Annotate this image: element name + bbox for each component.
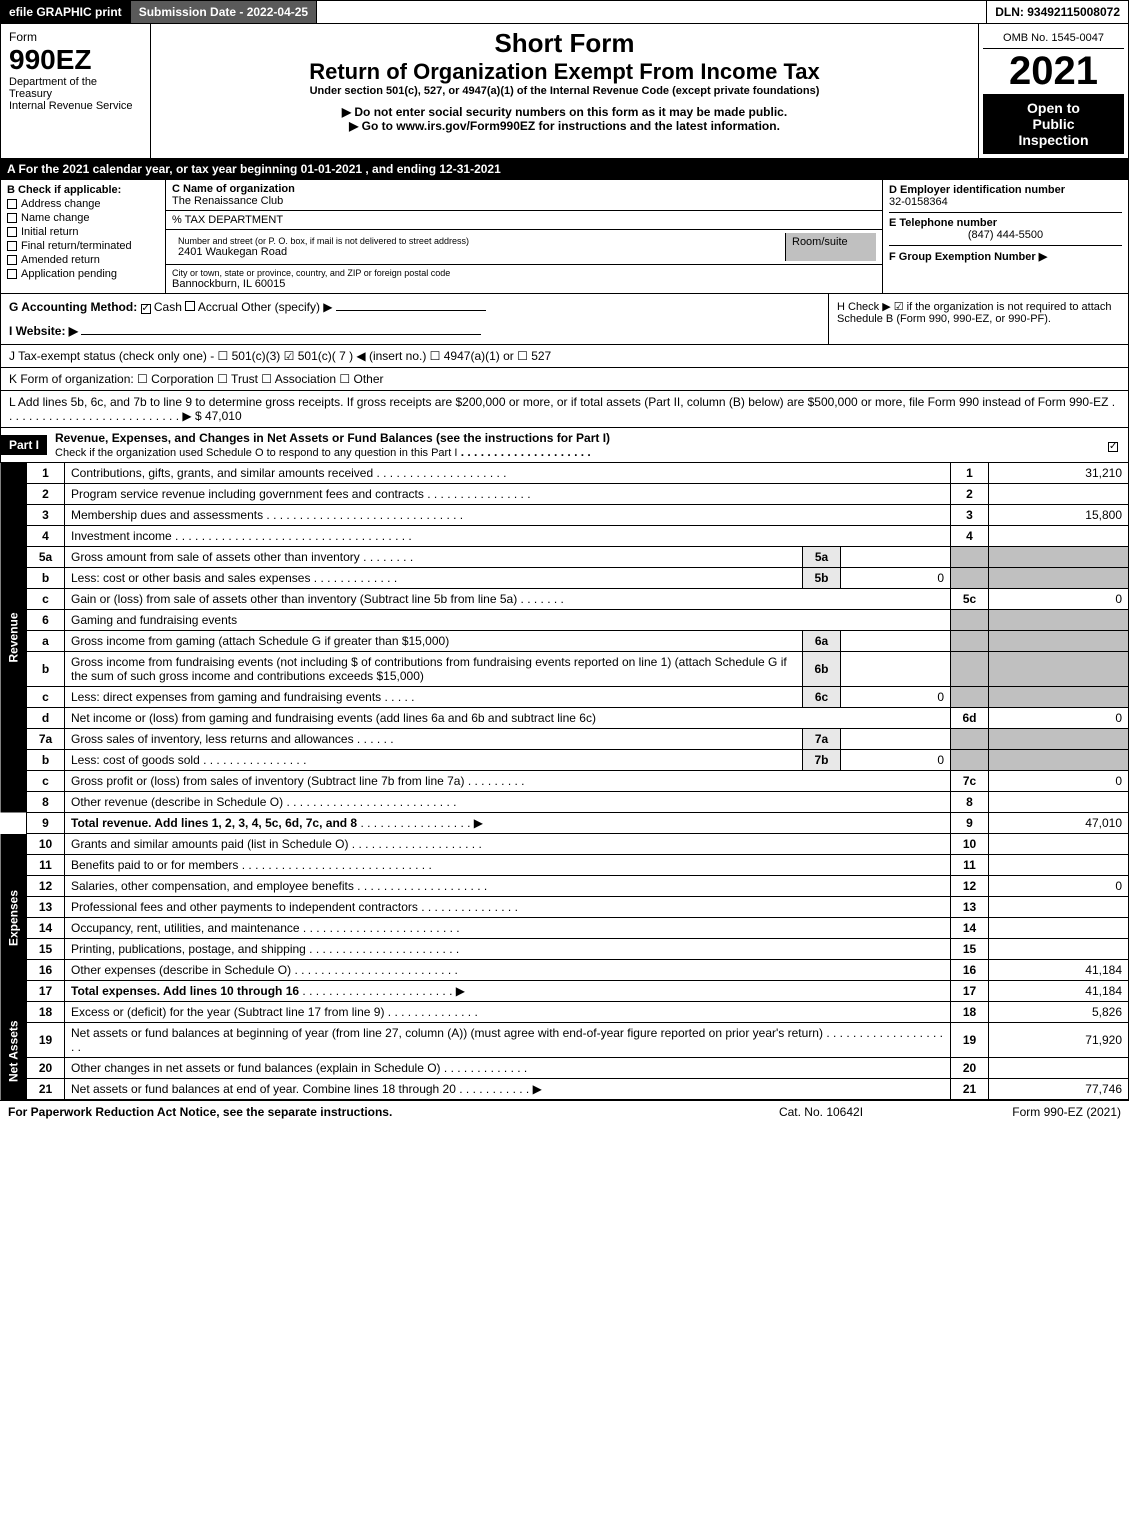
street-address: 2401 Waukegan Road [178,246,779,258]
street-label: Number and street (or P. O. box, if mail… [178,236,779,246]
tax-year: 2021 [983,49,1124,94]
line-7b-value: 0 [841,750,951,771]
row-g-h: G Accounting Method: Cash Accrual Other … [0,294,1129,345]
form-word: Form [9,30,142,44]
open-public-badge: Open to Public Inspection [983,94,1124,154]
line-3-value: 15,800 [989,505,1129,526]
side-revenue: Revenue [0,463,27,813]
accounting-method-label: G Accounting Method: [9,300,137,314]
part-1-label: Part I [1,435,47,455]
chk-final-return[interactable] [7,241,17,251]
row-h-schedule-b: H Check ▶ ☑ if the organization is not r… [828,294,1128,344]
form-number: 990EZ [9,44,142,76]
line-16-value: 41,184 [989,960,1129,981]
return-title: Return of Organization Exempt From Incom… [159,59,970,85]
top-bar: efile GRAPHIC print Submission Date - 20… [0,0,1129,24]
line-7c-value: 0 [989,771,1129,792]
ein-label: D Employer identification number [889,184,1122,196]
row-l-gross-receipts: L Add lines 5b, 6c, and 7b to line 9 to … [0,391,1129,428]
line-19-value: 71,920 [989,1023,1129,1058]
line-17-total-expenses: 41,184 [989,981,1129,1002]
side-expenses: Expenses [0,834,27,1002]
website-label: I Website: ▶ [9,324,78,338]
section-a-period: A For the 2021 calendar year, or tax yea… [0,159,1129,180]
chk-initial-return[interactable] [7,227,17,237]
city-state-zip: Bannockburn, IL 60015 [172,278,876,290]
line-5c-value: 0 [989,589,1129,610]
form-ref: Form 990-EZ (2021) [921,1105,1121,1119]
chk-address-change[interactable] [7,199,17,209]
submission-date: Submission Date - 2022-04-25 [131,1,317,23]
short-form-title: Short Form [159,28,970,59]
tel-label: E Telephone number [889,217,1122,229]
city-label: City or town, state or province, country… [172,268,876,278]
row-k-form-org: K Form of organization: ☐ Corporation ☐ … [0,368,1129,391]
chk-accrual[interactable] [185,301,195,311]
dept-irs: Internal Revenue Service [9,100,142,112]
footer: For Paperwork Reduction Act Notice, see … [0,1100,1129,1123]
form-header: Form 990EZ Department of the Treasury In… [0,24,1129,159]
part-1-header: Part I Revenue, Expenses, and Changes in… [0,428,1129,463]
line-5b-value: 0 [841,568,951,589]
dln-label: DLN: 93492115008072 [987,1,1128,23]
cat-no: Cat. No. 10642I [721,1105,921,1119]
lines-table: Revenue 1 Contributions, gifts, grants, … [0,463,1129,1100]
line-21-value: 77,746 [989,1079,1129,1100]
chk-cash[interactable] [141,304,151,314]
org-name: The Renaissance Club [172,195,876,207]
info-grid: B Check if applicable: Address change Na… [0,180,1129,294]
line-1-value: 31,210 [989,463,1129,484]
tel-value: (847) 444-5500 [889,229,1122,241]
under-section: Under section 501(c), 527, or 4947(a)(1)… [159,85,970,97]
row-j-tax-exempt: J Tax-exempt status (check only one) - ☐… [0,345,1129,368]
group-exemption-label: F Group Exemption Number ▶ [889,250,1122,263]
chk-schedule-o[interactable] [1108,442,1118,452]
part-1-title: Revenue, Expenses, and Changes in Net As… [55,431,610,445]
col-b-checkboxes: B Check if applicable: Address change Na… [1,180,166,293]
tax-dept: % TAX DEPARTMENT [166,211,882,230]
col-c-org-info: C Name of organization The Renaissance C… [166,180,883,293]
line-12-value: 0 [989,876,1129,897]
chk-name-change[interactable] [7,213,17,223]
paperwork-notice: For Paperwork Reduction Act Notice, see … [8,1105,721,1119]
room-suite-label: Room/suite [786,233,876,261]
line-18-value: 5,826 [989,1002,1129,1023]
gross-receipts-amount: ▶ $ 47,010 [182,409,241,423]
part-1-sub: Check if the organization used Schedule … [55,447,457,459]
chk-application-pending[interactable] [7,269,17,279]
line-6c-value: 0 [841,687,951,708]
dept-treasury: Department of the Treasury [9,76,142,100]
col-d-ein: D Employer identification number 32-0158… [883,180,1128,293]
ein-value: 32-0158364 [889,196,1122,208]
side-net-assets: Net Assets [0,1002,27,1100]
efile-print-button[interactable]: efile GRAPHIC print [1,1,131,23]
ssn-warning: ▶ Do not enter social security numbers o… [159,105,970,119]
chk-amended-return[interactable] [7,255,17,265]
org-name-label: C Name of organization [172,183,876,195]
goto-link[interactable]: ▶ Go to www.irs.gov/Form990EZ for instru… [159,119,970,133]
line-9-total-revenue: 47,010 [989,813,1129,834]
col-b-label: B Check if applicable: [7,184,159,196]
omb-number: OMB No. 1545-0047 [983,28,1124,49]
line-6d-value: 0 [989,708,1129,729]
